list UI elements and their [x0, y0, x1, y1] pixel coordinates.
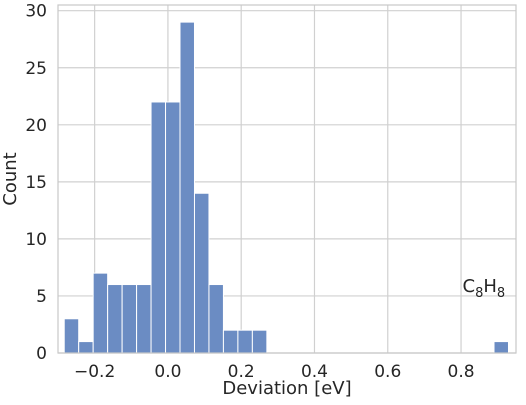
- histogram-bar-10: [208, 284, 224, 354]
- y-tick-label-6: 30: [25, 2, 47, 22]
- histogram-bar-0: [63, 318, 80, 354]
- histogram-bar-6: [150, 101, 167, 354]
- x-tick-label-5: 0.8: [448, 362, 475, 382]
- histogram-bar-12: [237, 329, 253, 354]
- annotation-base2: H: [483, 276, 497, 297]
- bars: [63, 21, 509, 354]
- y-tick-label-2: 10: [25, 230, 47, 250]
- annotation-sub1: 8: [475, 286, 483, 301]
- y-tick-label-3: 15: [25, 173, 47, 193]
- histogram-bar-3: [107, 284, 123, 354]
- annotation-sub2: 8: [497, 286, 505, 301]
- histogram-bar-7: [165, 101, 181, 354]
- x-tick-label-0: −0.2: [74, 362, 115, 382]
- histogram-bar-8: [179, 21, 195, 354]
- x-axis-label: Deviation [eV]: [222, 378, 351, 399]
- x-tick-label-4: 0.6: [374, 362, 401, 382]
- x-tick-label-2: 0.2: [228, 362, 255, 382]
- histogram-bar-9: [193, 192, 210, 354]
- x-tick-label-3: 0.4: [301, 362, 328, 382]
- histogram-bar-2: [92, 272, 109, 354]
- plot-frame: [57, 4, 517, 354]
- y-tick-label-5: 25: [25, 59, 47, 79]
- x-tick-labels: −0.2 0.0 0.2 0.4 0.6 0.8: [74, 362, 475, 382]
- histogram-bar-4: [121, 284, 138, 354]
- histogram-bar-1: [78, 341, 94, 354]
- histogram-bar-13: [251, 329, 268, 354]
- outlier-annotation: C8H8: [463, 276, 506, 301]
- y-tick-label-1: 5: [36, 287, 47, 307]
- y-tick-label-0: 0: [36, 344, 47, 364]
- grid-lines: [58, 5, 516, 354]
- histogram-bar-14: [493, 341, 509, 354]
- y-tick-label-4: 20: [25, 116, 47, 136]
- histogram-bar-5: [136, 284, 152, 354]
- y-axis-label: Count: [0, 152, 21, 205]
- annotation-base: C: [463, 276, 476, 297]
- x-tick-label-1: 0.0: [154, 362, 181, 382]
- y-tick-labels: 0 5 10 15 20 25 30: [25, 2, 47, 364]
- histogram-bar-11: [222, 329, 239, 354]
